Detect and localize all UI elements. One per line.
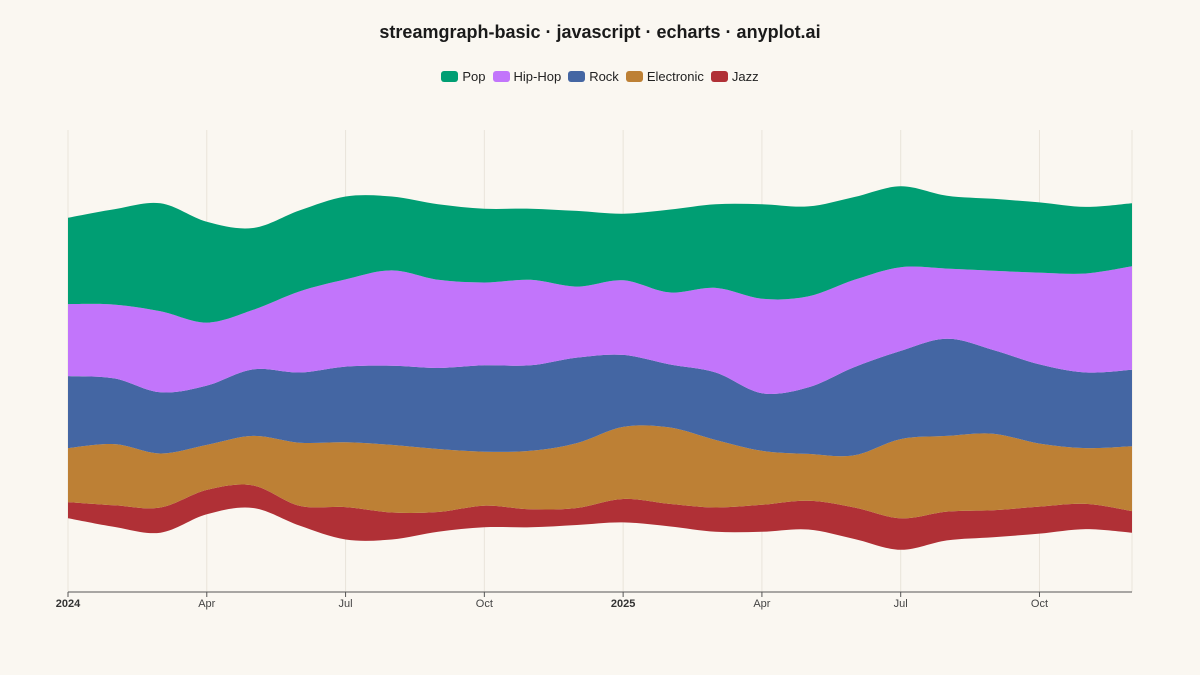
legend-item-pop[interactable]: Pop [441, 69, 486, 84]
stream-layer-pop[interactable] [68, 186, 1132, 323]
legend-swatch-hip-hop [492, 71, 510, 82]
x-tick-label: Oct [476, 598, 493, 610]
stream-layer-electronic[interactable] [68, 425, 1132, 519]
legend-swatch-electronic [625, 71, 643, 82]
legend-label-electronic: Electronic [646, 69, 704, 84]
x-tick-label: 2025 [611, 598, 635, 610]
legend: Pop Hip-Hop Rock Electronic Jazz [0, 69, 1200, 84]
x-tick-label: 2024 [56, 598, 81, 610]
x-tick-label: Apr [198, 598, 215, 610]
x-tick-label: Oct [1031, 598, 1048, 610]
x-tick-label: Jul [339, 598, 353, 610]
legend-label-pop: Pop [462, 69, 486, 84]
legend-item-rock[interactable]: Rock [568, 69, 619, 84]
legend-item-jazz[interactable]: Jazz [710, 69, 759, 84]
stream-layer-jazz[interactable] [68, 484, 1132, 550]
legend-swatch-jazz [710, 71, 728, 82]
legend-label-jazz: Jazz [731, 69, 759, 84]
stream-layer-hip-hop[interactable] [68, 266, 1132, 394]
legend-label-rock: Rock [589, 69, 619, 84]
legend-item-electronic[interactable]: Electronic [625, 69, 704, 84]
stream-layer-rock[interactable] [68, 338, 1132, 457]
legend-swatch-rock [568, 71, 586, 82]
x-tick-label: Jul [894, 598, 908, 610]
legend-swatch-pop [441, 71, 459, 82]
legend-item-hip-hop[interactable]: Hip-Hop [492, 69, 562, 84]
legend-label-hip-hop: Hip-Hop [513, 69, 562, 84]
x-tick-label: Apr [753, 598, 770, 610]
chart-title: streamgraph-basic · javascript · echarts… [379, 22, 821, 42]
